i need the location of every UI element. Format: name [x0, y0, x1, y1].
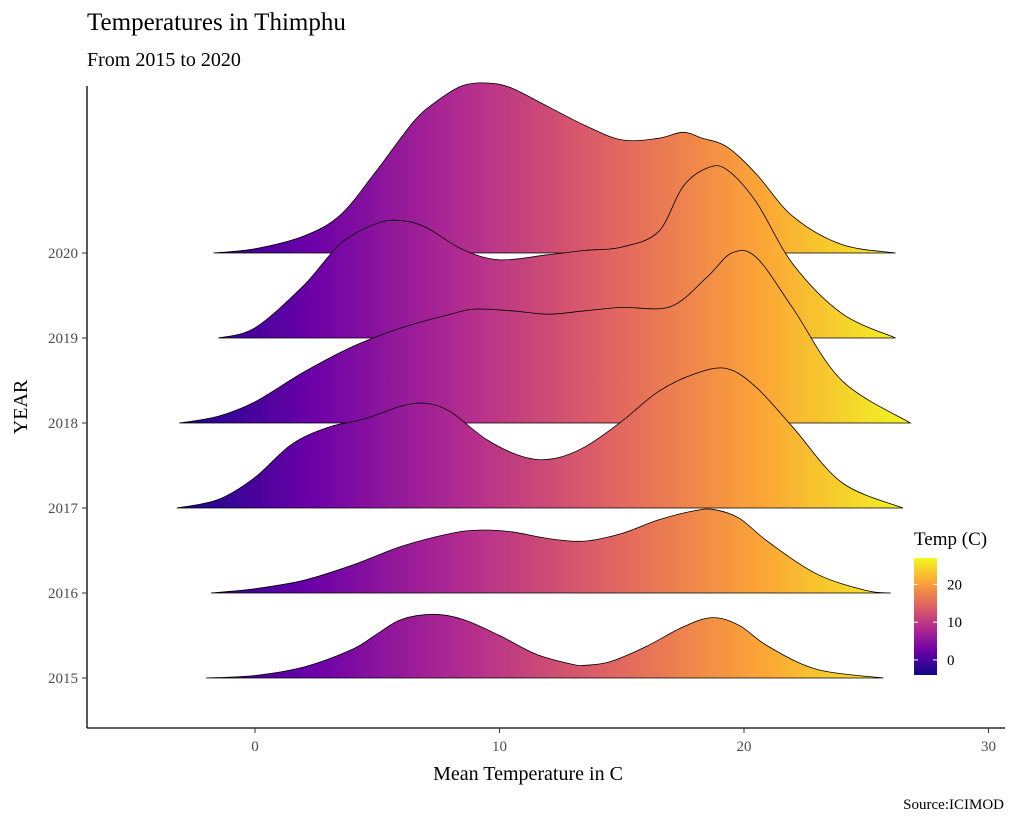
y-tick-label: 2019 [48, 331, 78, 347]
x-axis-title: Mean Temperature in C [433, 763, 623, 785]
x-tick-label: 20 [737, 739, 752, 755]
chart-title: Temperatures in Thimphu [87, 9, 346, 36]
y-axis-title: YEAR [10, 379, 32, 434]
y-tick-label: 2015 [48, 671, 78, 687]
legend-title: Temp (C) [914, 529, 987, 550]
legend-tick-label: 0 [947, 653, 955, 669]
ridge-2015 [206, 613, 884, 679]
x-tick-label: 0 [251, 739, 259, 755]
ridge-2016 [210, 508, 891, 594]
legend-tick-label: 20 [947, 577, 962, 593]
chart-caption: Source:ICIMOD [903, 797, 1004, 813]
y-tick-label: 2017 [48, 501, 79, 517]
x-tick-label: 10 [492, 739, 507, 755]
legend: Temp (C) 0 10 20 [914, 529, 987, 675]
x-tick-label: 30 [981, 739, 996, 755]
y-tick-label: 2016 [48, 586, 79, 602]
ridge-2017 [176, 367, 904, 509]
ridges [176, 82, 912, 679]
y-ticks: 2015 2016 2017 2018 2019 2020 [48, 246, 87, 687]
legend-ticks: 0 10 20 [914, 577, 962, 669]
legend-tick-label: 10 [947, 615, 962, 631]
chart-subtitle: From 2015 to 2020 [87, 49, 241, 71]
ridge-2020 [213, 82, 896, 254]
y-tick-label: 2018 [48, 416, 78, 432]
legend-colorbar [914, 558, 937, 675]
x-ticks: 0 10 20 30 [251, 728, 996, 755]
y-tick-label: 2020 [48, 246, 78, 262]
